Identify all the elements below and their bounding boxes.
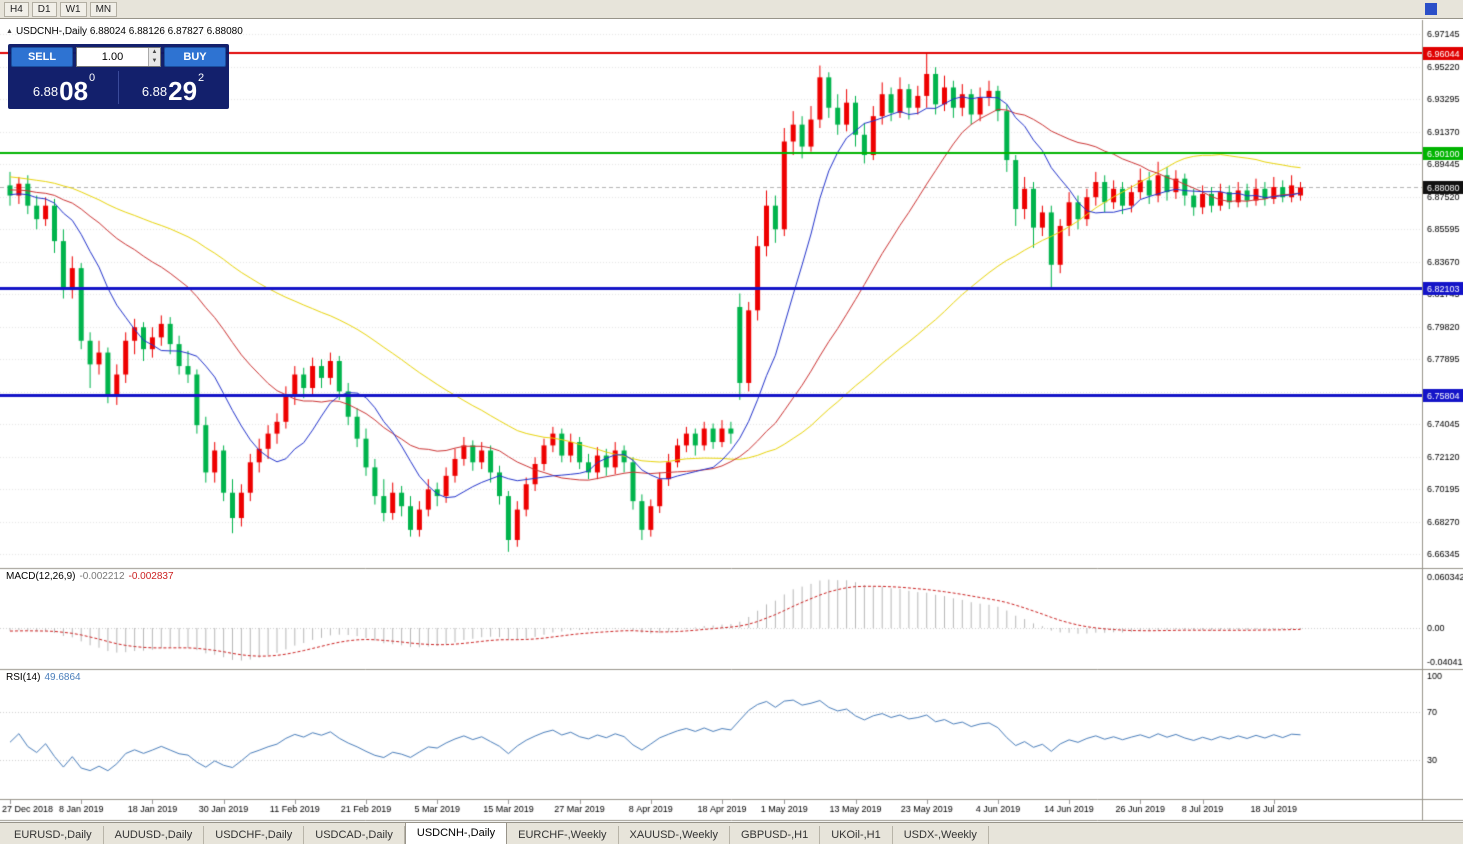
window-icon	[1425, 3, 1437, 15]
macd-value-main: -0.002212	[79, 571, 125, 582]
tab-ukoil-h1[interactable]: UKOil-,H1	[820, 826, 893, 844]
tab-xauusd-weekly[interactable]: XAUUSD-,Weekly	[619, 826, 730, 844]
buy-button[interactable]: BUY	[164, 47, 226, 67]
macd-label: MACD(12,26,9) -0.002212 -0.002837	[6, 571, 174, 582]
rsi-value: 49.6864	[44, 672, 81, 683]
timeframe-button-h4[interactable]: H4	[4, 1, 29, 17]
rsi-label: RSI(14) 49.6864	[6, 672, 81, 683]
tab-usdcnh-daily[interactable]: USDCNH-,Daily	[404, 822, 508, 844]
tab-usdchf-daily[interactable]: USDCHF-,Daily	[204, 826, 305, 844]
volume-value[interactable]: 1.00	[101, 51, 124, 63]
price-divider	[118, 71, 119, 104]
chart-title-text: USDCNH-,Daily 6.88024 6.88126 6.87827 6.…	[15, 26, 243, 37]
tab-audusd-daily[interactable]: AUDUSD-,Daily	[104, 826, 205, 844]
symbol-tabbar: EURUSD-,Daily AUDUSD-,Daily USDCHF-,Dail…	[0, 822, 1463, 844]
volume-field[interactable]: 1.00 ▲ ▼	[76, 47, 161, 67]
buy-price-prefix: 6.88	[141, 84, 168, 99]
rsi-name: RSI(14)	[6, 672, 41, 683]
tab-usdx-weekly[interactable]: USDX-,Weekly	[893, 826, 989, 844]
macd-value-signal: -0.002837	[128, 571, 174, 582]
timeframe-button-mn[interactable]: MN	[89, 1, 118, 17]
one-click-trading-panel: SELL 1.00 ▲ ▼ BUY 6.88 08 0 6.88 29 2	[8, 44, 229, 109]
tab-eurusd-daily[interactable]: EURUSD-,Daily	[3, 826, 104, 844]
macd-name: MACD(12,26,9)	[6, 571, 76, 582]
expand-arrow-icon[interactable]: ▲	[6, 28, 13, 35]
sell-price[interactable]: 6.88 08 0	[11, 69, 117, 106]
sell-price-prefix: 6.88	[32, 84, 59, 99]
sell-price-sup: 0	[89, 72, 96, 84]
volume-down-button[interactable]: ▼	[149, 57, 160, 66]
sell-button[interactable]: SELL	[11, 47, 73, 67]
buy-price-sup: 2	[198, 72, 205, 84]
tab-gbpusd-h1[interactable]: GBPUSD-,H1	[730, 826, 821, 844]
sell-price-big: 08	[59, 76, 89, 106]
timeframe-button-w1[interactable]: W1	[59, 1, 87, 17]
buy-price-big: 29	[168, 76, 198, 106]
tab-usdcad-daily[interactable]: USDCAD-,Daily	[304, 826, 405, 844]
chart-title: ▲ USDCNH-,Daily 6.88024 6.88126 6.87827 6…	[6, 26, 243, 37]
timeframe-button-d1[interactable]: D1	[31, 1, 57, 17]
volume-stepper: ▲ ▼	[148, 48, 160, 66]
buy-price[interactable]: 6.88 29 2	[120, 69, 226, 106]
tab-eurchf-weekly[interactable]: EURCHF-,Weekly	[507, 826, 619, 844]
volume-up-button[interactable]: ▲	[149, 48, 160, 57]
toolbar: H4 D1 W1 MN	[0, 0, 1463, 19]
